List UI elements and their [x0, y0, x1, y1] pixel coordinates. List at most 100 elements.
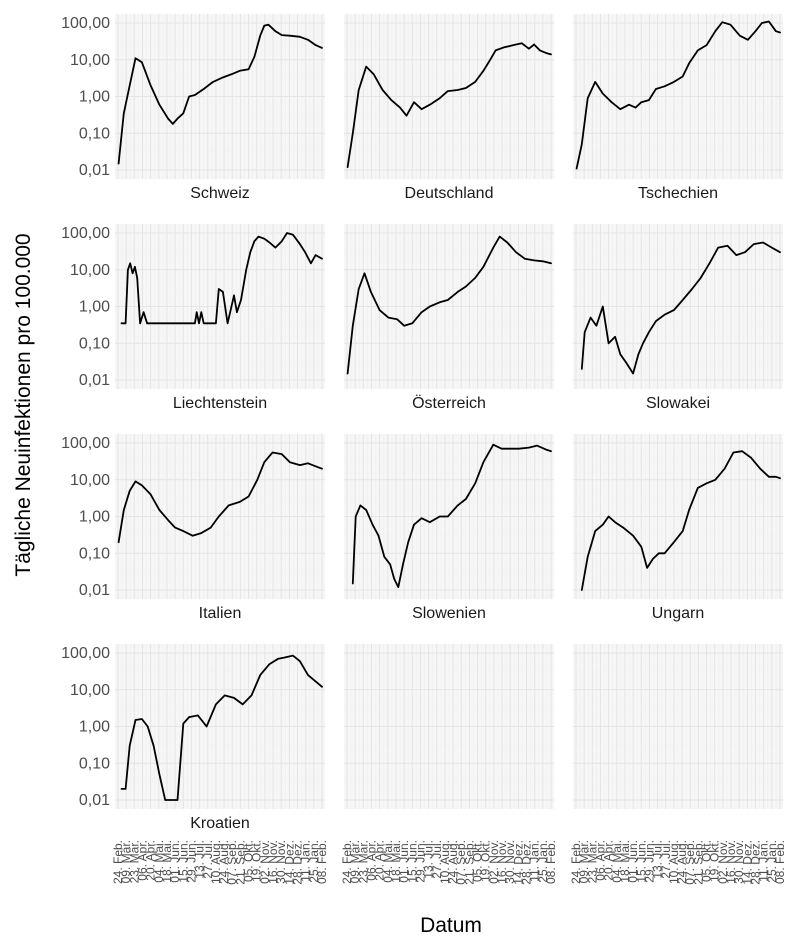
data-point: [628, 104, 630, 106]
panel-1: 100,00 10,00 1,00 0,10 0,01 Schweiz: [61, 14, 325, 202]
data-point: [281, 453, 283, 455]
data-point: [390, 99, 392, 101]
x-tick-label: 04. Mai.: [610, 840, 624, 883]
data-point: [143, 311, 145, 313]
data-point: [182, 322, 184, 324]
x-tick-label: 20. Apr.: [144, 840, 158, 881]
x-tick-label: 29. Jun.: [184, 840, 198, 883]
data-point: [304, 251, 306, 253]
data-point: [256, 479, 258, 481]
data-point: [383, 556, 385, 558]
data-point: [619, 108, 621, 110]
data-point: [141, 484, 143, 487]
data-point: [610, 101, 613, 103]
data-point: [139, 322, 141, 324]
data-point: [663, 552, 666, 554]
data-point: [779, 31, 781, 34]
data-point: [299, 243, 301, 245]
data-point: [581, 143, 583, 145]
x-tick-label: 30. Nov.: [732, 840, 746, 884]
x-tick-label: 18. Mai.: [389, 840, 403, 883]
data-point: [228, 504, 230, 507]
data-point: [536, 444, 538, 447]
data-point: [150, 322, 152, 324]
x-tick-label: 05. Okt.: [700, 840, 714, 882]
x-tick-label: 06. Apr.: [593, 840, 607, 881]
data-point: [136, 277, 138, 279]
data-point: [212, 81, 214, 83]
data-point: [640, 546, 642, 548]
data-point: [488, 60, 490, 63]
data-point: [283, 656, 285, 659]
data-point: [359, 504, 362, 507]
y-axis-title: Tägliche Neuinfektionen pro 100.000: [12, 233, 35, 576]
data-point: [389, 563, 391, 565]
data-point: [141, 61, 143, 63]
x-tick-label: 27. Jul.: [659, 840, 673, 879]
panel-label: Italien: [199, 605, 242, 622]
data-point: [439, 515, 441, 518]
x-tick-label: 24. Feb.: [569, 840, 583, 884]
data-point: [762, 241, 764, 244]
data-point: [263, 238, 265, 240]
x-tick-label: 28. Dez.: [291, 840, 305, 885]
data-point: [224, 694, 226, 697]
data-point: [194, 322, 196, 324]
data-point: [247, 495, 250, 498]
data-point: [581, 368, 583, 370]
data-point: [761, 22, 763, 24]
x-tick-label: 06. Apr.: [364, 840, 378, 881]
panel-label: Schweiz: [190, 185, 250, 202]
x-tick-label: 27. Jul.: [201, 840, 215, 879]
data-point: [188, 95, 190, 98]
data-point: [492, 247, 494, 249]
data-point: [352, 132, 354, 134]
data-point: [700, 277, 702, 279]
y-tick-label: 1,00: [79, 509, 110, 526]
data-point: [405, 115, 408, 117]
data-point: [215, 322, 217, 324]
data-point: [188, 716, 190, 718]
x-tick-label: 06. Apr.: [135, 840, 149, 881]
data-point: [150, 493, 152, 495]
y-tick-label: 100,00: [61, 435, 110, 452]
data-point: [134, 57, 137, 59]
x-tick-label: 29. Jun.: [413, 840, 427, 883]
x-tick-label: 24. Aug.: [446, 840, 460, 884]
panel-label: Slowenien: [412, 605, 486, 622]
x-tick-label: 04. Mai.: [381, 840, 395, 883]
data-point: [176, 118, 179, 120]
data-point: [307, 462, 309, 464]
data-point: [236, 311, 238, 313]
series-line: [120, 232, 323, 325]
data-point: [150, 84, 152, 87]
data-point: [218, 288, 220, 290]
data-point: [403, 325, 405, 327]
data-point: [759, 468, 761, 470]
data-point: [124, 322, 127, 324]
data-point: [141, 718, 143, 720]
data-point: [495, 49, 497, 51]
data-point: [682, 530, 684, 532]
data-point: [281, 34, 283, 36]
data-point: [546, 449, 548, 451]
data-point: [658, 552, 660, 554]
x-tick-label: 30. Nov.: [274, 840, 288, 884]
data-point: [399, 106, 401, 109]
x-tick-label: 19. Okt.: [708, 840, 722, 882]
panel-2: Deutschland: [344, 14, 554, 202]
data-point: [247, 68, 250, 70]
x-tick-label: 11. Jan.: [528, 840, 542, 882]
data-point: [407, 541, 409, 543]
panel-11: 24. Feb.09. Mär.23. Mär.06. Apr.20. Apr.…: [340, 644, 558, 885]
data-point: [673, 541, 675, 543]
panel-label: Deutschland: [405, 185, 494, 202]
data-point: [146, 322, 148, 324]
data-point: [652, 558, 654, 560]
data-point: [372, 524, 374, 526]
x-tick-label: 07. Sep.: [454, 840, 468, 885]
data-point: [129, 745, 131, 747]
x-tick-label: 08. Feb.: [544, 840, 558, 884]
data-point: [524, 258, 526, 260]
panels: 100,00 10,00 1,00 0,10 0,01 Schweiz Deutschlan…: [61, 14, 787, 885]
